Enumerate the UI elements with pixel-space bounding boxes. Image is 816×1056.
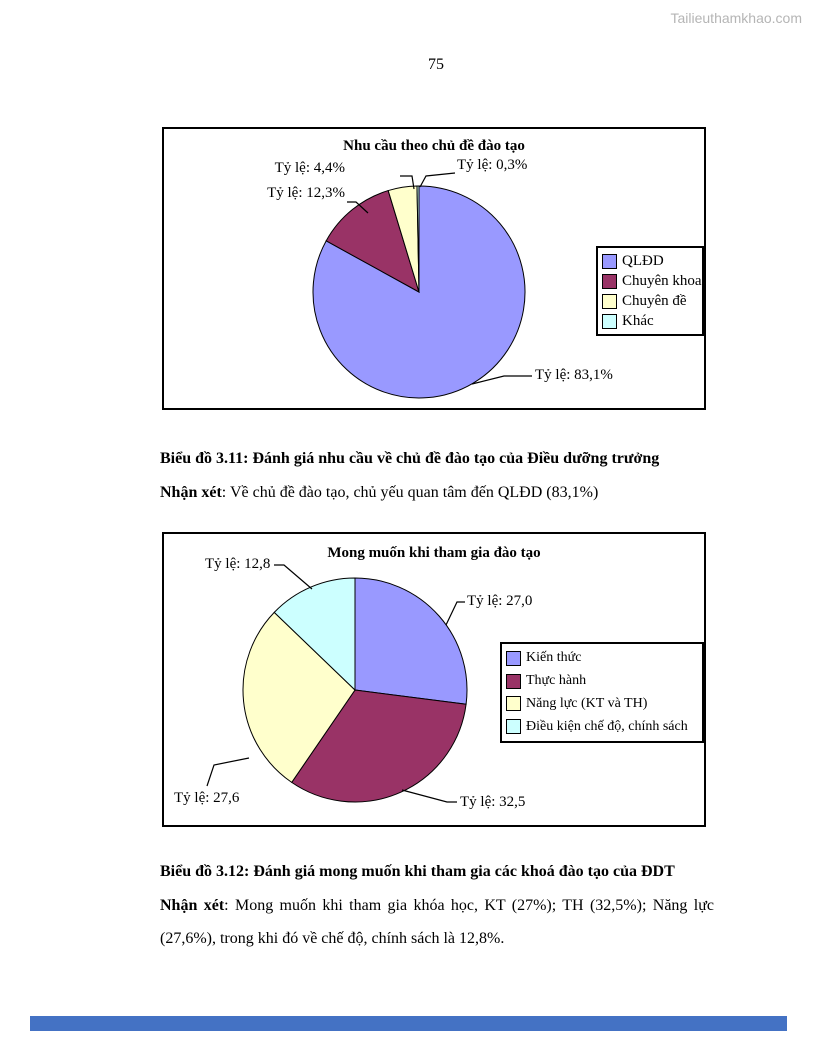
legend-item: QLĐD [602,253,698,270]
pie-plot [206,564,468,803]
pie-plot [312,172,532,399]
callout-qldd: Tỷ lệ: 83,1% [535,367,613,383]
legend-label: Thực hành [526,673,587,689]
chart2-note: Nhận xét: Mong muốn khi tham gia khóa họ… [160,897,715,947]
callout-chuyen-khoa: Tỷ lệ: 12,3% [267,185,345,201]
pie-chart-2: Mong muốn khi tham gia đào tạo Tỷ lệ: 12… [162,532,706,827]
chart-legend: Kiến thức Thực hành Năng lực (KT và TH) Điề… [500,642,704,743]
legend-swatch [602,253,617,269]
leader-line [401,789,457,803]
callout-kien-thuc: Tỷ lệ: 27,0 [467,593,533,609]
chart1-caption: Biểu đồ 3.11: Đánh giá nhu cầu về chủ đề… [160,450,660,467]
page-number: 75 [428,56,444,73]
leader-line [419,172,456,188]
leader-line [347,201,369,214]
pie-slice [242,611,356,784]
legend-swatch [506,696,521,712]
chart-title: Mong muốn khi tham gia đào tạo [327,545,541,561]
callout-khac: Tỷ lệ: 0,3% [457,157,528,173]
legend-swatch [506,650,521,666]
legend-item: Kiến thức [506,650,698,666]
pie-chart-1: Nhu cầu theo chủ đề đào tạo Tỷ lệ: 4,4% … [162,127,706,410]
callout-dieu-kien: Tỷ lệ: 12,8 [205,556,271,572]
legend-label: Kiến thức [526,650,582,666]
leader-line [400,175,415,190]
pie-slice [291,689,467,803]
chart1-note: Nhận xét: Về chủ đề đào tạo, chủ yếu qua… [160,484,599,501]
pie-slice [354,577,468,705]
legend-swatch [602,313,617,329]
legend-item: Năng lực (KT và TH) [506,696,698,712]
pie-slice [416,185,420,293]
callout-nang-luc: Tỷ lệ: 27,6 [174,790,240,806]
legend-label: Điều kiện chế độ, chính sách [526,718,688,734]
callout-thuc-hanh: Tỷ lệ: 32,5 [460,794,526,810]
leader-line [274,564,313,590]
leader-line [206,757,250,787]
legend-item: Khác [602,313,698,330]
leader-line [471,375,532,385]
legend-swatch [506,719,521,735]
legend-swatch [506,673,521,689]
legend-label: Chuyên khoa [622,272,702,289]
legend-label: QLĐD [622,252,664,269]
legend-label: Khác [622,312,654,329]
legend-item: Điều kiện chế độ, chính sách [506,719,698,735]
legend-item: Thực hành [506,673,698,689]
legend-item: Chuyên khoa [602,273,702,290]
chart-title: Nhu cầu theo chủ đề đào tạo [343,138,525,154]
legend-swatch [602,273,617,289]
chart2-caption: Biểu đồ 3.12: Đánh giá mong muốn khi tha… [160,863,675,880]
legend-swatch [602,293,617,309]
pie-slice [273,577,356,692]
bottom-blue-bar [30,1016,787,1031]
chart-legend: QLĐD Chuyên khoa Chuyên đề Khác [596,246,704,336]
watermark: Tailieuthamkhao.com [670,10,802,26]
leader-line [445,601,465,626]
legend-item: Chuyên đề [602,293,698,310]
callout-chuyen-de: Tỷ lệ: 4,4% [274,160,345,176]
legend-label: Năng lực (KT và TH) [526,695,648,711]
legend-label: Chuyên đề [622,292,687,309]
